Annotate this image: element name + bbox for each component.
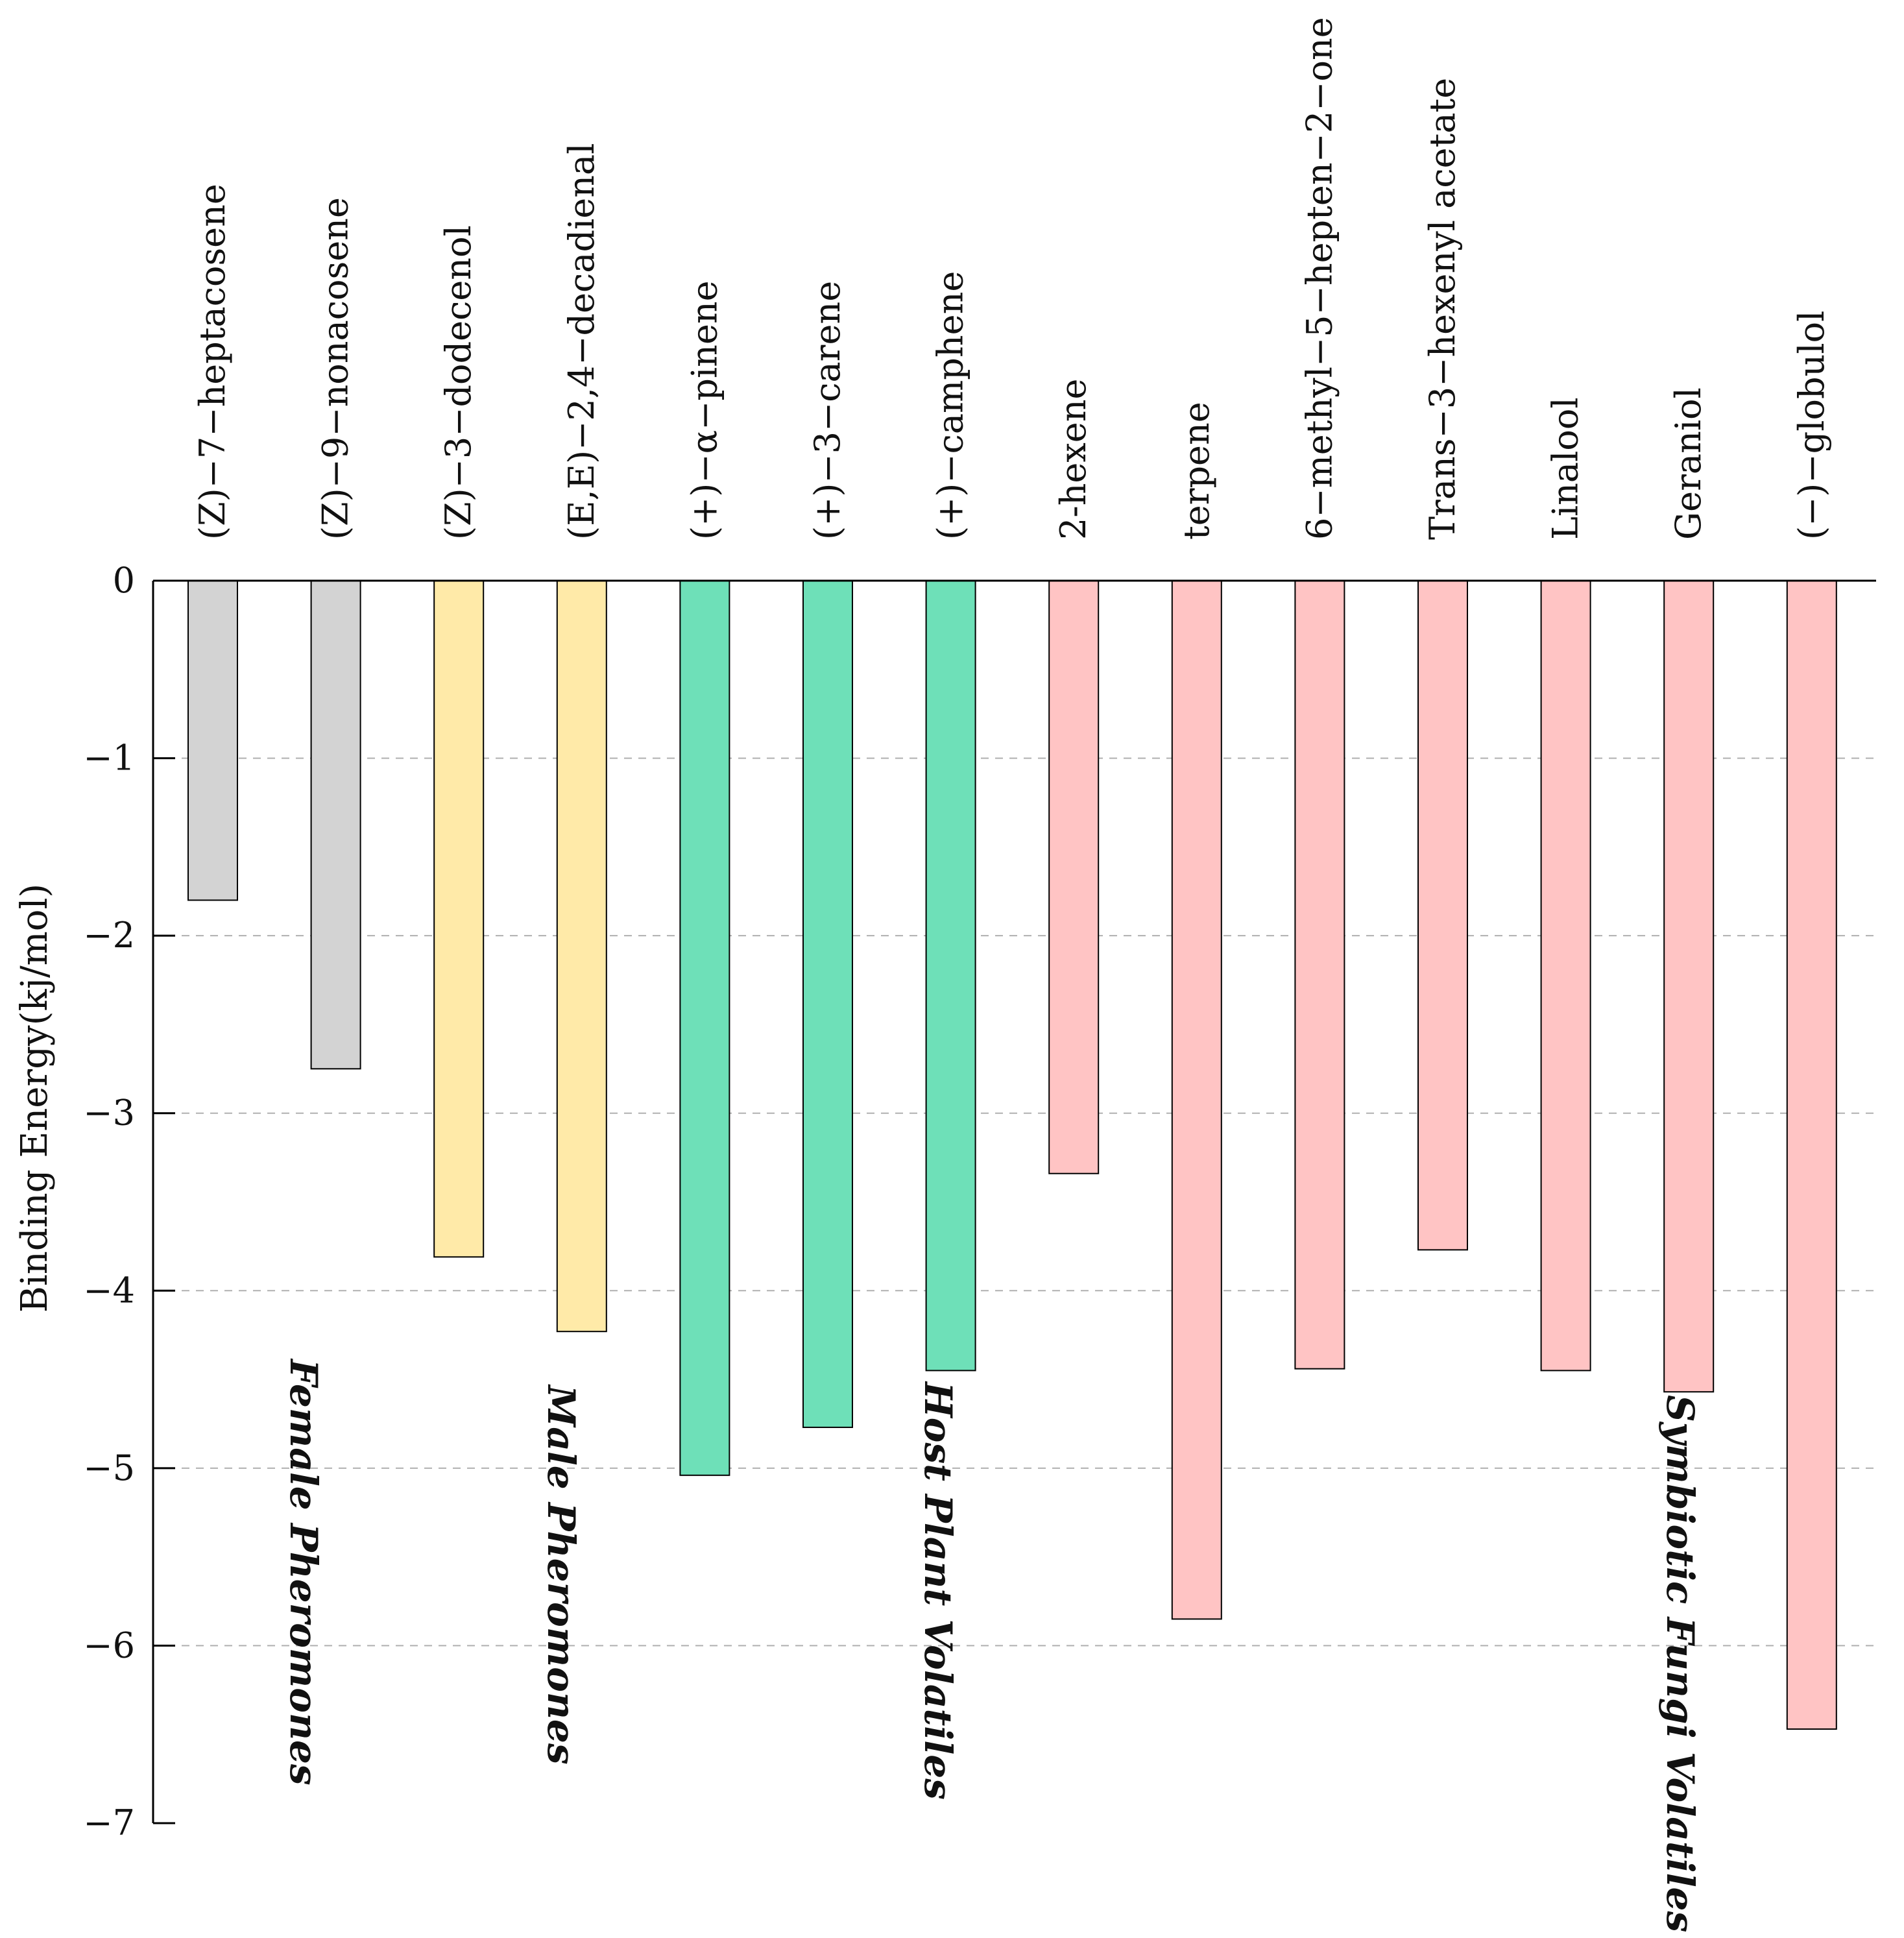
bar	[1294, 580, 1345, 1370]
category-labels: (Z)−7−heptacosene (Z)−9−nonacosene (Z)−3−d…	[192, 17, 1832, 540]
bar	[1417, 580, 1468, 1251]
group-labels: Female Pheromones Male Pheromones Host Pla…	[282, 1358, 1702, 1932]
category-label: Geraniol	[1668, 387, 1709, 540]
axes	[152, 579, 1876, 1823]
category-label: Trans−3−hexenyl acetate	[1422, 78, 1463, 540]
bar	[310, 580, 361, 1070]
group-label: Host Plant Volatiles	[916, 1381, 960, 1800]
category-label: (−)−globulol	[1791, 311, 1832, 540]
group-label: Female Pheromones	[282, 1358, 326, 1786]
y-tick-label: −3	[83, 1093, 135, 1133]
bar	[1171, 580, 1222, 1620]
bar	[925, 580, 976, 1372]
category-label: (Z)−3−dodecenol	[438, 225, 479, 540]
y-tick-label: −4	[83, 1270, 135, 1311]
y-tick-label: 0	[113, 560, 135, 601]
bar	[556, 580, 607, 1333]
y-tick-label: −2	[83, 915, 135, 956]
y-axis-title: Binding Energy(kj/mol)	[14, 884, 56, 1313]
category-label: (+)−3−carene	[807, 281, 848, 540]
category-label: terpene	[1176, 402, 1217, 540]
grid-lines	[153, 757, 1876, 1647]
bar	[679, 580, 730, 1476]
bar	[433, 580, 485, 1258]
group-label: Male Pheromones	[539, 1384, 583, 1765]
y-tick-labels: 0 −1 −2 −3 −4 −5 −6 −7	[83, 560, 175, 1843]
y-tick-label: −6	[83, 1625, 135, 1665]
category-label: (+)−α−pinene	[684, 280, 725, 540]
y-tick-label: −1	[83, 738, 135, 779]
y-tick-label: −5	[83, 1447, 135, 1488]
bar	[1663, 580, 1715, 1393]
category-label: 6−methyl−5−hepten−2−one	[1299, 17, 1340, 540]
bar	[1048, 580, 1100, 1174]
bar	[1540, 580, 1591, 1372]
y-tick-label: −7	[83, 1802, 135, 1843]
category-label: (Z)−9−nonacosene	[315, 197, 356, 540]
bars	[187, 580, 1837, 1730]
bar	[187, 580, 238, 901]
category-label: (+)−camphene	[930, 271, 971, 540]
category-label: Linalool	[1545, 397, 1586, 540]
group-label: Symbiotic Fungi Volatiles	[1658, 1395, 1702, 1932]
category-label: 2-hexene	[1053, 379, 1094, 540]
category-label: (Z)−7−heptacosene	[192, 184, 233, 540]
category-label: (E,E)−2,4−decadienal	[561, 143, 602, 540]
bar	[1786, 580, 1837, 1730]
bar	[802, 580, 853, 1428]
